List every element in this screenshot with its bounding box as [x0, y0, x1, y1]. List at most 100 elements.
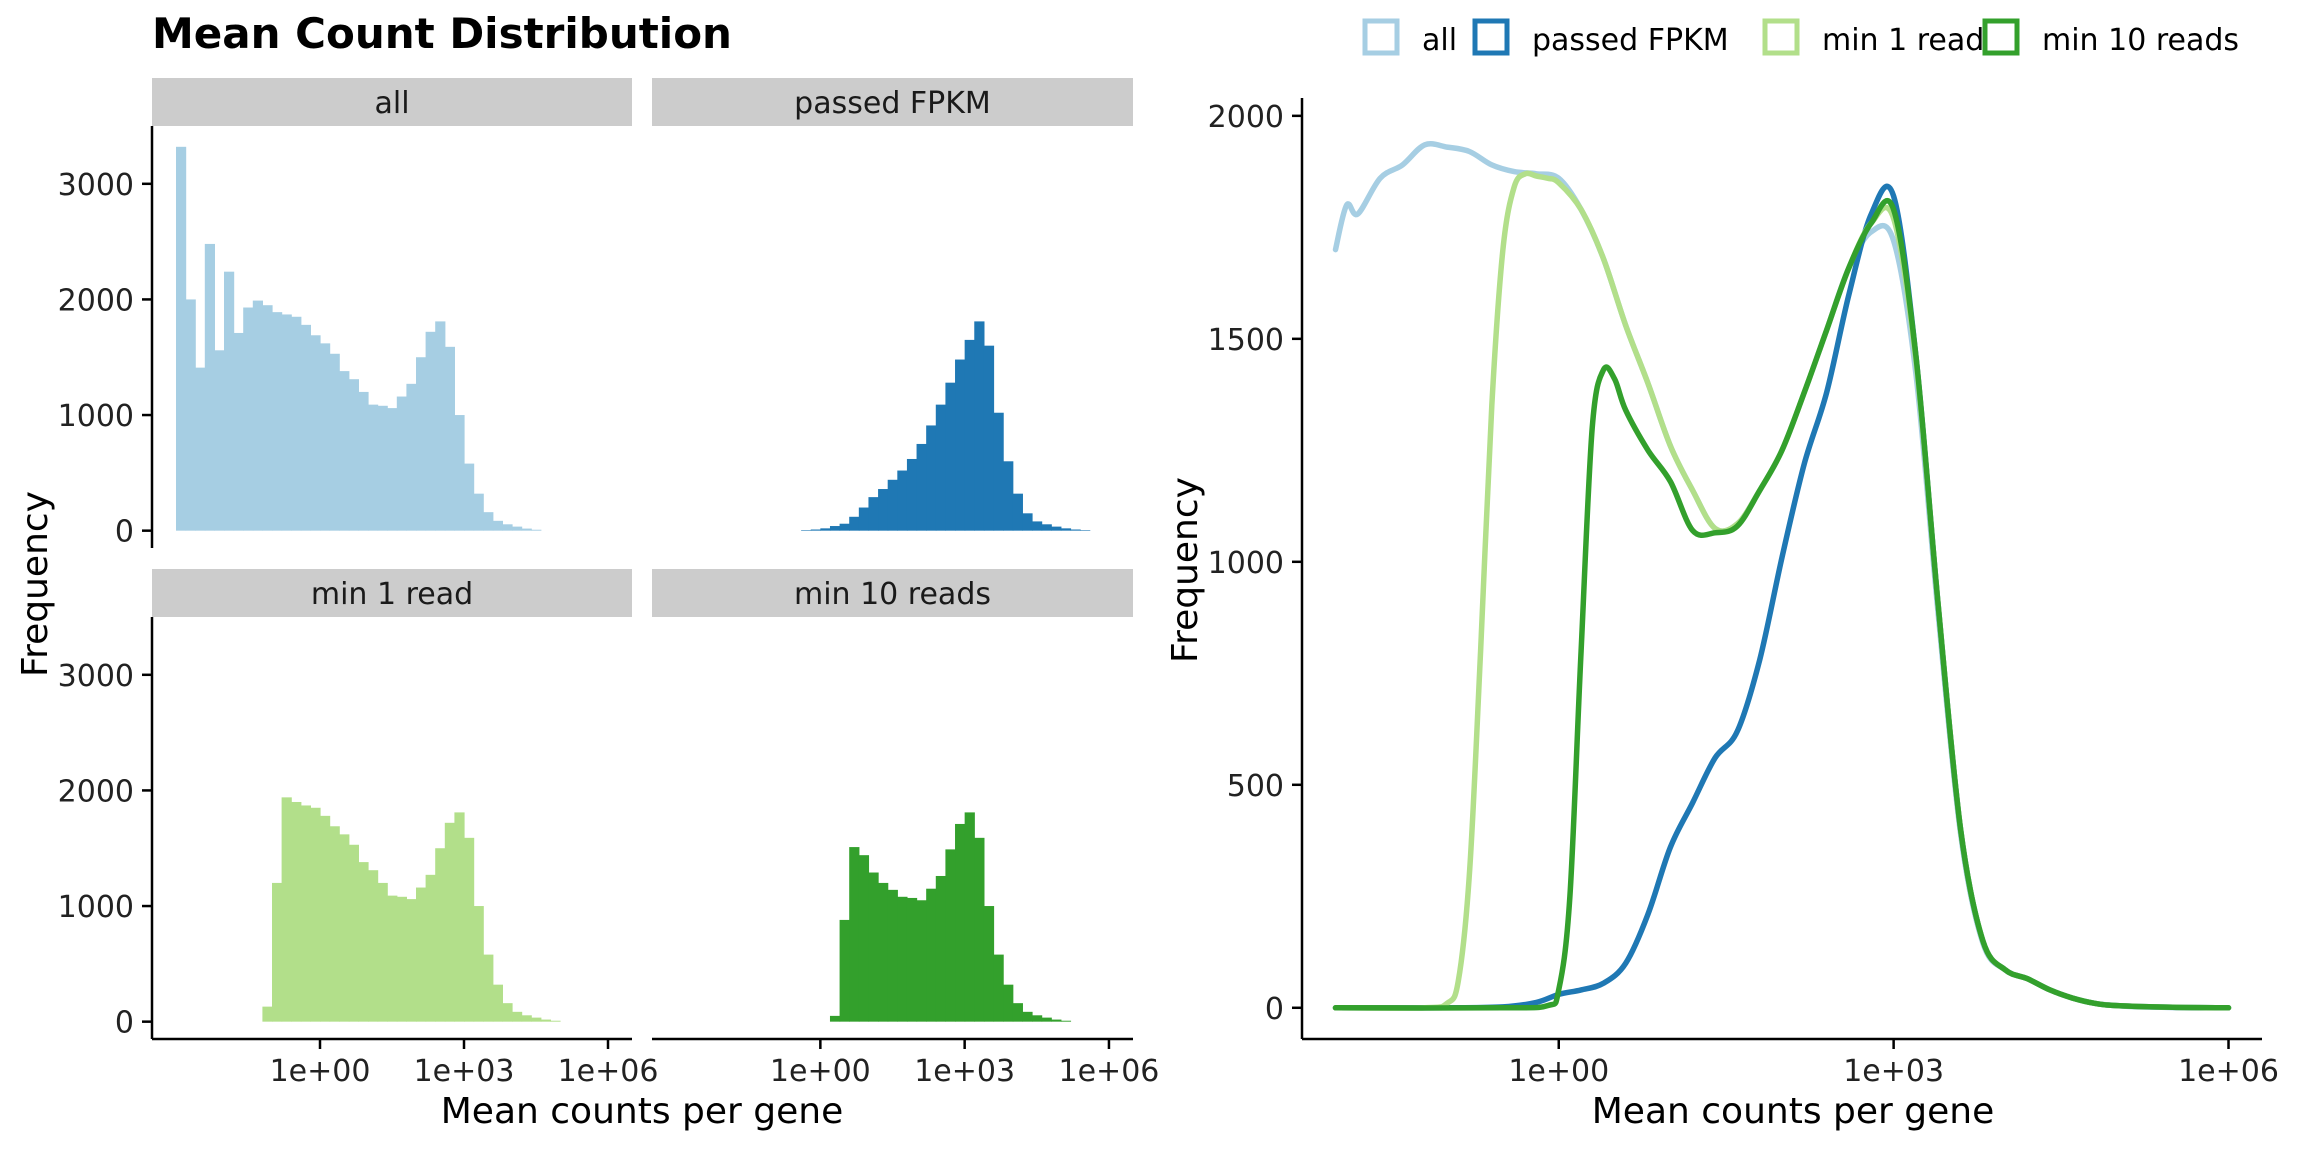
- facet-strip-label-min-1-read: min 1 read: [311, 577, 473, 612]
- x-tick-label: 1e+06: [1059, 1054, 1160, 1089]
- density-x-axis-title: Mean counts per gene: [1592, 1091, 1995, 1132]
- figure-title: Mean Count Distribution: [152, 9, 732, 58]
- bar-min-10-reads: [935, 875, 947, 1022]
- bar-passed-fpkm: [983, 345, 995, 531]
- bar-min-1-read: [540, 1019, 551, 1022]
- y-tick-label: 1000: [58, 890, 134, 925]
- bar-all: [262, 305, 273, 531]
- facet-strip-label-min-10-reads: min 10 reads: [794, 577, 991, 612]
- bar-all: [243, 307, 254, 531]
- bar-all: [300, 324, 311, 531]
- bar-passed-fpkm: [906, 458, 918, 531]
- y-tick-label: 1000: [58, 399, 134, 434]
- bar-passed-fpkm: [1080, 530, 1091, 531]
- bar-min-1-read: [425, 874, 436, 1022]
- bar-all: [368, 404, 379, 531]
- bar-min-10-reads: [1012, 1003, 1023, 1022]
- bar-all: [483, 512, 494, 531]
- bar-min-1-read: [406, 899, 417, 1022]
- bar-passed-fpkm: [1060, 528, 1072, 531]
- bar-all: [310, 335, 321, 531]
- bar-min-1-read: [291, 801, 302, 1022]
- bar-min-10-reads: [887, 889, 898, 1022]
- density-y-tick-label: 1000: [1208, 546, 1284, 581]
- y-tick-label: 2000: [58, 283, 134, 318]
- bar-all: [521, 528, 532, 531]
- bar-all: [291, 316, 302, 531]
- bar-min-1-read: [444, 822, 455, 1022]
- y-tick-label: 0: [115, 1006, 134, 1041]
- bar-min-1-read: [339, 834, 350, 1022]
- x-tick-label: 1e+00: [270, 1054, 371, 1089]
- bar-passed-fpkm: [916, 443, 927, 531]
- bar-passed-fpkm: [1051, 526, 1062, 531]
- bar-all: [396, 396, 407, 531]
- facet-strip-label-passed-fpkm: passed FPKM: [794, 86, 991, 121]
- bar-all: [473, 493, 484, 531]
- bar-passed-fpkm: [1003, 461, 1014, 531]
- bar-passed-fpkm: [810, 529, 821, 531]
- bar-all: [214, 350, 225, 531]
- bar-all: [339, 371, 350, 531]
- bar-all: [358, 391, 369, 531]
- density-y-tick-label: 1500: [1208, 323, 1284, 358]
- bar-min-10-reads: [878, 882, 889, 1022]
- histogram-facets: all 0 1000 2000 3000 passed FPKM min 1 read 0 10…: [15, 78, 1159, 1132]
- bar-passed-fpkm: [878, 489, 889, 531]
- density-y-tick-label: 2000: [1208, 100, 1284, 135]
- bar-min-1-read: [320, 815, 331, 1022]
- bar-min-1-read: [387, 895, 398, 1022]
- bar-min-10-reads: [945, 849, 956, 1022]
- bar-passed-fpkm: [887, 479, 898, 531]
- bar-min-1-read: [300, 805, 311, 1022]
- facet-strip-label-all: all: [374, 86, 409, 121]
- bar-min-10-reads: [1003, 984, 1014, 1022]
- density-y-tick-label: 500: [1227, 769, 1284, 804]
- bar-all: [204, 243, 215, 531]
- density-line-min-1-read: [1332, 170, 2232, 1011]
- bar-all: [252, 300, 263, 531]
- bar-all: [502, 524, 513, 531]
- bar-min-1-read: [348, 844, 359, 1022]
- y-tick-label: 0: [115, 515, 134, 550]
- bar-passed-fpkm: [974, 321, 985, 531]
- facet-strip-min-1-read: [152, 569, 632, 617]
- bar-all: [320, 343, 331, 531]
- legend-key-min-1-read: [1762, 18, 1800, 56]
- bar-min-1-read: [377, 882, 388, 1022]
- legend-key-all: [1362, 18, 1400, 56]
- bar-passed-fpkm: [1012, 493, 1023, 531]
- legend-label-all: all: [1422, 23, 1457, 58]
- bar-all: [444, 346, 455, 531]
- bar-min-10-reads: [974, 837, 985, 1022]
- y-tick-label: 3000: [58, 168, 134, 203]
- bar-all: [406, 383, 417, 531]
- bar-min-1-read: [521, 1015, 532, 1022]
- bar-min-1-read: [464, 837, 475, 1022]
- bar-all: [185, 299, 196, 531]
- bar-passed-fpkm: [1031, 521, 1043, 531]
- bar-all: [416, 357, 427, 531]
- bar-min-1-read: [262, 1006, 273, 1022]
- bar-min-10-reads: [1031, 1015, 1043, 1022]
- bar-min-1-read: [512, 1011, 523, 1022]
- bar-min-1-read: [454, 812, 465, 1022]
- bar-min-1-read: [483, 954, 494, 1022]
- bar-all: [272, 312, 283, 531]
- bar-passed-fpkm: [897, 470, 908, 531]
- x-tick-label: 1e+03: [914, 1054, 1015, 1089]
- bar-passed-fpkm: [839, 523, 850, 531]
- bar-all: [531, 529, 542, 531]
- facet-strip-passed-fpkm: [652, 78, 1133, 126]
- legend-key-min-10-reads: [1982, 18, 2020, 56]
- bar-min-10-reads: [829, 1015, 841, 1022]
- bar-passed-fpkm: [829, 526, 841, 531]
- legend-label-min-1-read: min 1 read: [1822, 23, 1984, 58]
- bar-passed-fpkm: [820, 528, 831, 531]
- bar-min-10-reads: [926, 888, 937, 1022]
- bar-all: [512, 526, 523, 531]
- legend: all passed FPKM min 1 read min 10 reads: [1362, 18, 2239, 58]
- facet-strip-min-10-reads: [652, 569, 1133, 617]
- bar-passed-fpkm: [993, 412, 1004, 531]
